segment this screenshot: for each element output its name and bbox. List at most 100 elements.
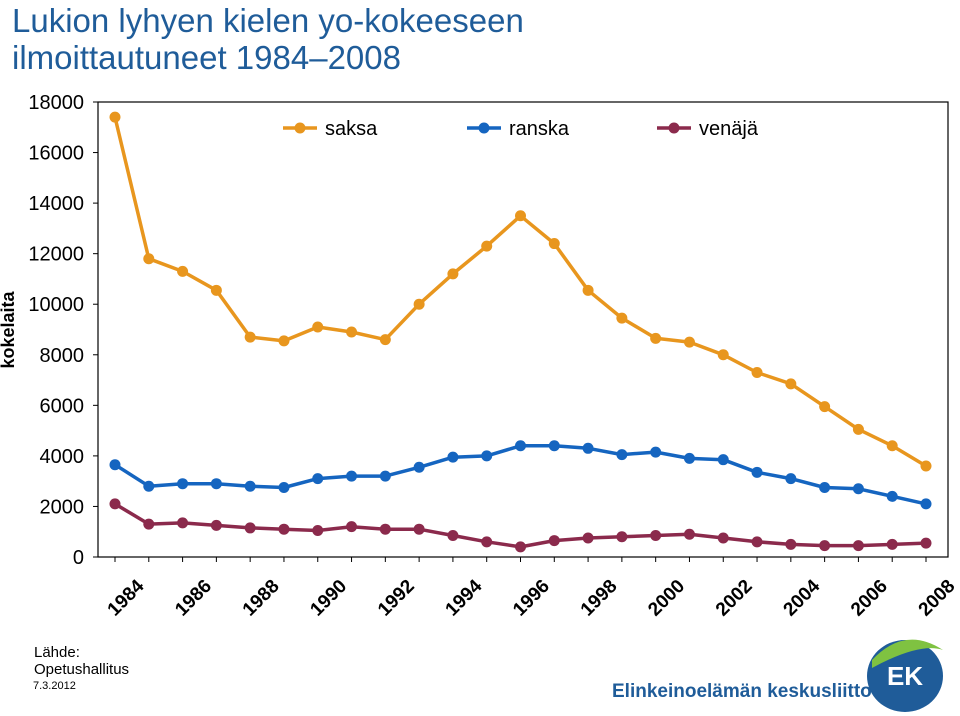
data-point — [920, 498, 932, 510]
data-point — [109, 111, 121, 123]
plot-frame — [97, 101, 949, 558]
data-point — [819, 540, 831, 552]
data-point — [515, 210, 526, 222]
data-point — [852, 423, 864, 435]
series-line — [113, 116, 927, 468]
data-point — [244, 480, 256, 492]
x-tick-label: 2008 — [915, 576, 960, 621]
data-point — [886, 440, 898, 452]
data-point — [852, 540, 864, 552]
data-point — [717, 532, 729, 544]
data-point — [447, 268, 459, 280]
data-point — [346, 521, 358, 533]
data-point — [548, 535, 560, 547]
data-point — [650, 530, 662, 542]
data-point — [278, 523, 290, 535]
source-note: Lähde: Opetushallitus — [34, 644, 129, 678]
data-point — [109, 459, 121, 471]
data-point — [582, 284, 594, 296]
data-point — [819, 481, 831, 493]
x-tick-label: 2000 — [644, 576, 689, 621]
y-tick-label: 14000 — [28, 193, 84, 215]
data-point — [785, 538, 797, 550]
logo-leaf — [872, 639, 943, 668]
data-point — [143, 480, 155, 492]
x-tick-label: 2006 — [847, 576, 892, 621]
data-point — [346, 470, 358, 482]
data-point — [548, 440, 560, 452]
series-line — [114, 444, 927, 506]
x-tick-label: 1994 — [442, 575, 487, 620]
data-point — [616, 449, 628, 461]
data-point — [683, 336, 695, 348]
data-point — [379, 334, 391, 346]
data-point — [481, 240, 493, 252]
data-point — [717, 349, 729, 361]
data-point — [143, 518, 155, 530]
legend-marker — [478, 122, 490, 134]
data-point — [346, 326, 358, 338]
data-point — [751, 366, 763, 378]
data-point — [515, 541, 526, 553]
series-line — [114, 502, 927, 549]
data-point — [447, 530, 459, 542]
data-point — [582, 442, 594, 454]
x-tick-label: 1988 — [239, 576, 284, 621]
data-point — [413, 523, 425, 535]
data-point — [650, 446, 662, 458]
data-point — [886, 538, 898, 550]
data-point — [616, 531, 628, 543]
data-point — [785, 378, 797, 390]
x-tick-label: 2002 — [712, 576, 757, 621]
source-value: Opetushallitus — [34, 661, 130, 678]
data-point — [920, 460, 932, 472]
data-point — [109, 498, 121, 510]
data-point — [886, 490, 898, 502]
data-point — [244, 331, 256, 343]
data-point — [278, 481, 290, 493]
data-point — [481, 450, 493, 462]
data-point — [177, 517, 189, 529]
data-point — [210, 284, 222, 296]
data-point — [312, 321, 324, 333]
data-point — [785, 473, 797, 485]
y-tick-label: 18000 — [28, 92, 84, 114]
data-point — [210, 519, 222, 531]
legend-marker — [668, 122, 680, 134]
data-point — [177, 478, 189, 490]
data-point — [447, 451, 459, 463]
x-tick-label: 1998 — [577, 576, 622, 621]
data-point — [312, 473, 324, 485]
data-point — [244, 522, 256, 534]
source-label: Lähde: — [34, 644, 80, 661]
data-point — [515, 440, 526, 452]
data-point — [379, 470, 391, 482]
data-point — [143, 253, 155, 265]
data-point — [481, 536, 493, 548]
data-point — [616, 312, 628, 324]
data-point — [548, 238, 560, 250]
data-point — [683, 452, 695, 464]
data-point — [177, 265, 189, 277]
data-point — [413, 298, 425, 310]
data-point — [379, 523, 391, 535]
data-point — [717, 454, 729, 466]
data-point — [650, 332, 662, 344]
legend-marker — [294, 122, 306, 134]
x-tick-label: 1990 — [306, 576, 351, 621]
data-point — [852, 483, 864, 495]
data-point — [920, 537, 932, 549]
x-tick-label: 2004 — [780, 575, 825, 620]
data-point — [278, 335, 290, 347]
x-tick-label: 1986 — [171, 576, 216, 621]
legend-label: venäjä — [699, 118, 759, 140]
data-point — [312, 524, 324, 536]
data-point — [819, 401, 831, 413]
title-line-2: ilmoittautuneet 1984–2008 — [12, 39, 401, 76]
x-tick-label: 1996 — [509, 576, 554, 621]
y-tick-label: 4000 — [40, 446, 85, 468]
y-tick-label: 8000 — [40, 345, 85, 367]
y-axis-label: kokelaita — [0, 290, 18, 368]
logo-text: EK — [887, 661, 923, 691]
